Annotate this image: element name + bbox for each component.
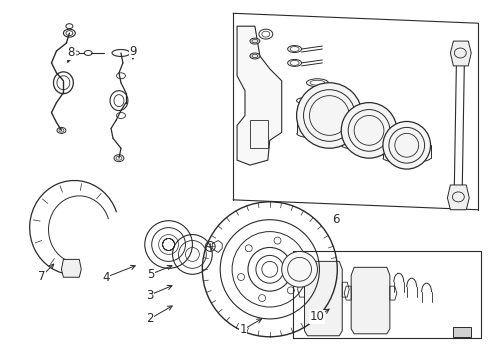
Text: 5: 5: [147, 268, 154, 281]
Text: 6: 6: [332, 213, 339, 226]
Polygon shape: [447, 185, 468, 210]
Polygon shape: [61, 260, 81, 277]
Text: 9: 9: [129, 45, 136, 58]
Text: 10: 10: [309, 310, 324, 323]
Circle shape: [281, 251, 317, 287]
Ellipse shape: [249, 53, 259, 59]
Circle shape: [382, 121, 429, 169]
Text: 1: 1: [239, 323, 246, 336]
Polygon shape: [304, 261, 342, 336]
Text: 3: 3: [146, 289, 153, 302]
Text: 8: 8: [67, 46, 75, 59]
Text: 4: 4: [102, 271, 110, 284]
Text: 2: 2: [146, 312, 153, 325]
Bar: [452, 327, 470, 337]
Polygon shape: [350, 267, 389, 334]
Circle shape: [341, 103, 396, 158]
Polygon shape: [449, 41, 470, 66]
Circle shape: [296, 83, 361, 148]
Polygon shape: [237, 26, 281, 165]
Text: 7: 7: [38, 270, 45, 283]
Ellipse shape: [249, 38, 259, 44]
